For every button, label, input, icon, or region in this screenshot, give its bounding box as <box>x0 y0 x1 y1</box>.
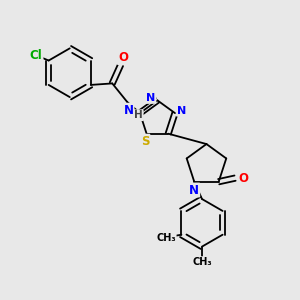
Text: Cl: Cl <box>30 49 43 62</box>
Text: O: O <box>238 172 248 184</box>
Text: CH₃: CH₃ <box>192 257 212 267</box>
Text: N: N <box>124 104 134 117</box>
Text: CH₃: CH₃ <box>156 233 176 243</box>
Text: S: S <box>141 135 149 148</box>
Text: O: O <box>118 51 128 64</box>
Text: H: H <box>134 110 143 120</box>
Text: N: N <box>189 184 199 196</box>
Text: N: N <box>177 106 186 116</box>
Text: N: N <box>146 93 155 103</box>
